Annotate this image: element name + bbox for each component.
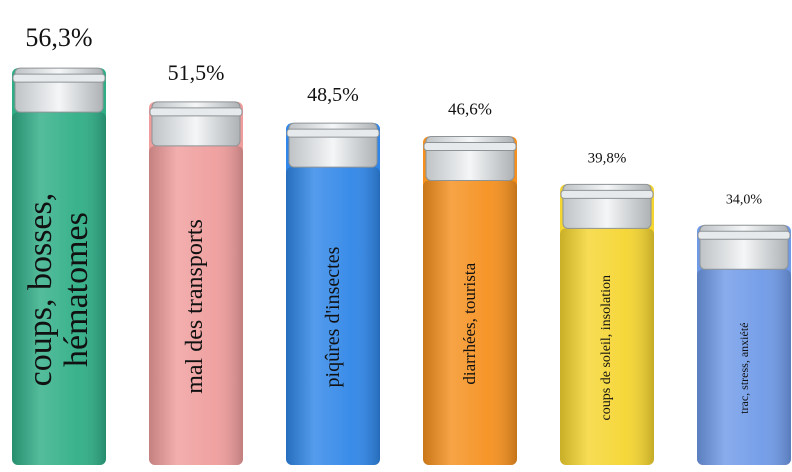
cap-rim <box>286 128 380 138</box>
category-label: coups, bosses, hématomes <box>22 192 95 387</box>
category-label: piqûres d'insectes <box>321 246 344 388</box>
category-box: mal des transports <box>182 219 209 394</box>
category-label: trac, stress, anxiété <box>736 322 751 414</box>
tube: diarrhées, tourista <box>423 135 517 465</box>
value-label: 46,6% <box>448 99 492 118</box>
cap-rim <box>149 107 243 117</box>
tube-shade <box>560 228 654 465</box>
category-box: piqûres d'insectes <box>321 246 344 388</box>
tube-shade <box>149 145 243 466</box>
tube-shade <box>423 180 517 465</box>
category-label: diarrhées, tourista <box>460 262 480 385</box>
tube: piqûres d'insectes <box>286 122 380 465</box>
cap-rim <box>560 189 654 199</box>
value-label: 48,5% <box>307 84 359 106</box>
tube-shade <box>697 269 791 465</box>
tube-shade <box>286 167 380 465</box>
category-box: coups, bosses, hématomes <box>22 192 95 387</box>
category-box: coups de soleil, insolation <box>598 275 614 421</box>
category-box: trac, stress, anxiété <box>736 322 751 414</box>
cap-rim <box>12 73 106 83</box>
cap-rim <box>697 230 791 240</box>
category-label: mal des transports <box>182 219 209 394</box>
cap-rim <box>423 141 517 151</box>
value-label: 56,3% <box>25 23 92 52</box>
category-label: coups de soleil, insolation <box>598 275 614 421</box>
value-label: 39,8% <box>588 150 627 166</box>
tube: coups, bosses, hématomes <box>12 67 106 466</box>
category-box: diarrhées, tourista <box>460 262 480 385</box>
tube: coups de soleil, insolation <box>560 183 654 465</box>
value-label: 34,0% <box>726 192 763 207</box>
value-label: 51,5% <box>168 60 225 85</box>
tube: trac, stress, anxiété <box>697 224 791 465</box>
tube-shade <box>12 112 106 466</box>
tube: mal des transports <box>149 101 243 466</box>
